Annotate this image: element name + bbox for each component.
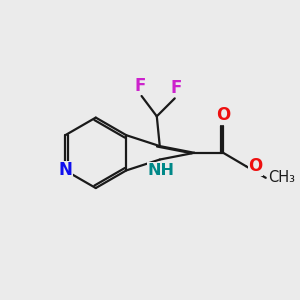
Text: F: F <box>170 79 182 97</box>
Text: O: O <box>248 157 262 175</box>
Text: O: O <box>216 106 230 124</box>
Text: NH: NH <box>148 163 175 178</box>
Text: N: N <box>58 161 72 179</box>
Text: CH₃: CH₃ <box>268 170 295 185</box>
Text: F: F <box>134 76 146 94</box>
